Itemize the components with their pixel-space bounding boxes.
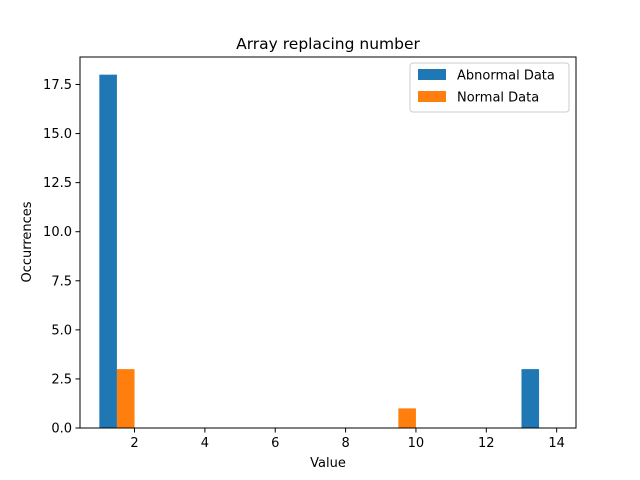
y-tick-label: 7.5	[51, 274, 72, 289]
y-tick-label: 2.5	[51, 372, 72, 387]
y-tick-label: 15.0	[43, 127, 72, 142]
y-tick-label: 12.5	[43, 176, 72, 191]
y-tick-label: 0.0	[51, 422, 72, 437]
y-tick-label: 10.0	[43, 225, 72, 240]
y-axis-ticks: 0.0 2.5 5.0 7.5 10.0 12.5 15.0 17.5	[43, 78, 80, 437]
x-tick-label: 10	[408, 436, 425, 451]
x-tick-label: 8	[341, 436, 349, 451]
x-tick-label: 12	[478, 436, 495, 451]
bar-series-1-1	[398, 408, 416, 428]
x-axis-title: Value	[310, 456, 346, 471]
legend-swatch	[418, 91, 446, 102]
bar-series-1-0	[116, 369, 135, 428]
x-tick-label: 2	[130, 436, 138, 451]
x-axis-ticks: 2 4 6 8 10 12 14	[130, 428, 565, 451]
bar-series-0-1	[521, 369, 540, 428]
x-tick-label: 14	[548, 436, 565, 451]
y-tick-label: 17.5	[43, 78, 72, 93]
legend-label: Abnormal Data	[457, 69, 555, 84]
legend: Abnormal Data Normal Data	[409, 62, 570, 113]
legend-label: Normal Data	[457, 91, 539, 106]
y-tick-label: 5.0	[51, 323, 72, 338]
x-tick-label: 4	[201, 436, 209, 451]
plot-frame	[79, 56, 577, 429]
y-axis-title: Occurrences	[20, 201, 35, 282]
legend-box	[409, 62, 570, 113]
x-tick-label: 6	[271, 436, 279, 451]
legend-swatch	[418, 69, 446, 80]
bar-series-0-0	[99, 74, 117, 429]
bars-layer	[99, 74, 540, 429]
chart-title: Array replacing number	[236, 35, 420, 53]
